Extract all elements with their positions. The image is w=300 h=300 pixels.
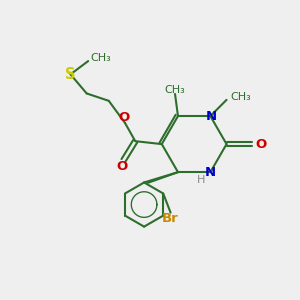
- Text: O: O: [116, 160, 128, 173]
- Text: Br: Br: [162, 212, 179, 225]
- Text: N: N: [205, 166, 216, 179]
- Text: S: S: [65, 67, 76, 82]
- Text: N: N: [206, 110, 217, 123]
- Text: CH₃: CH₃: [91, 53, 111, 63]
- Text: O: O: [255, 138, 266, 151]
- Text: CH₃: CH₃: [230, 92, 251, 102]
- Text: O: O: [119, 111, 130, 124]
- Text: CH₃: CH₃: [164, 85, 185, 94]
- Text: H: H: [197, 175, 205, 184]
